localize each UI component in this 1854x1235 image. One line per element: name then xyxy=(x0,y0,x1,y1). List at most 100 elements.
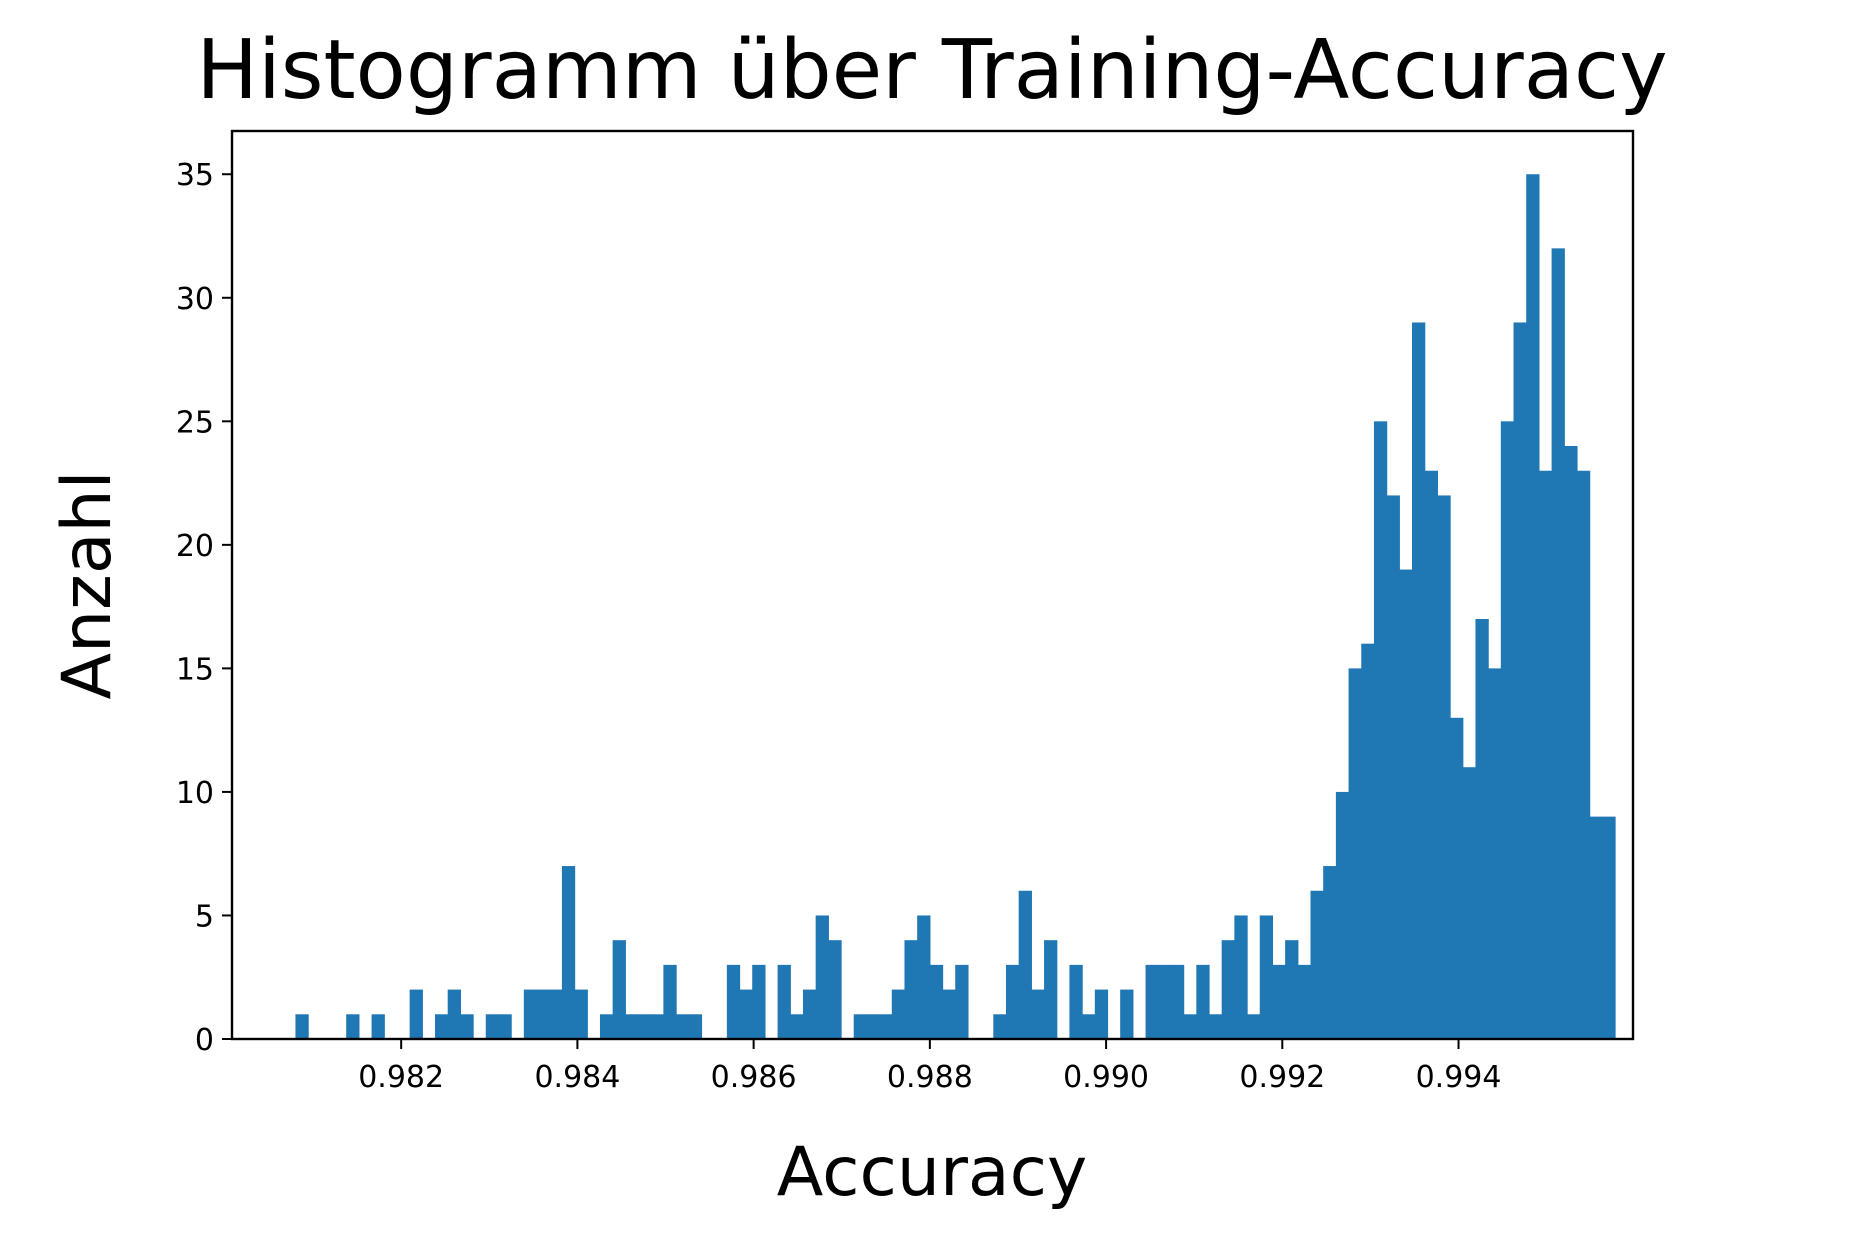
histogram-bar xyxy=(1348,668,1362,1039)
histogram-bar xyxy=(815,915,829,1039)
histogram-bar xyxy=(993,1014,1007,1039)
histogram-bar xyxy=(828,940,842,1039)
histogram-bar xyxy=(790,1014,804,1039)
histogram-bar xyxy=(460,1014,474,1039)
y-tick-label: 15 xyxy=(176,652,214,687)
histogram-bar xyxy=(650,1014,665,1039)
histogram-bar xyxy=(917,915,931,1039)
x-tick-label: 0.988 xyxy=(887,1060,973,1095)
histogram-bar xyxy=(726,964,741,1039)
x-tick-label: 0.982 xyxy=(358,1060,444,1095)
histogram-bar xyxy=(853,1014,868,1039)
histogram-bar xyxy=(688,1014,703,1039)
histogram-bar xyxy=(1373,421,1388,1039)
histogram-bar xyxy=(1310,890,1324,1039)
histogram-bar xyxy=(1335,791,1350,1039)
histogram-bar xyxy=(1526,174,1540,1039)
histogram-bar xyxy=(1500,421,1515,1039)
histogram-bar xyxy=(574,989,588,1039)
histogram-bar xyxy=(1094,989,1109,1039)
x-tick-label: 0.990 xyxy=(1063,1060,1149,1095)
histogram-bar xyxy=(536,989,550,1039)
histogram-bar xyxy=(866,1014,880,1039)
histogram-bar xyxy=(1513,322,1527,1039)
histogram-bar xyxy=(1412,322,1426,1039)
histogram-bar xyxy=(1399,569,1413,1039)
histogram-bar xyxy=(561,866,576,1039)
histogram-bar xyxy=(1120,989,1134,1039)
histogram-bar xyxy=(1208,1014,1223,1039)
histogram-bar xyxy=(676,1014,690,1039)
y-tick-label: 0 xyxy=(195,1023,214,1058)
histogram-bar xyxy=(879,1014,893,1039)
histogram-bar xyxy=(1564,446,1578,1040)
histogram-bar xyxy=(1386,495,1400,1039)
y-tick-label: 10 xyxy=(176,776,214,811)
histogram-bar xyxy=(1158,964,1172,1039)
histogram-bar xyxy=(346,1014,360,1039)
histogram-bar xyxy=(1031,989,1045,1039)
y-axis-ticks: 0 5 10 15 20 25 30 35 xyxy=(176,158,232,1058)
plot-frame xyxy=(230,129,1635,1041)
histogram-bar xyxy=(1005,964,1020,1039)
histogram-bar xyxy=(435,1014,449,1039)
histogram-bar xyxy=(1069,964,1083,1039)
histogram-bar xyxy=(1044,940,1058,1039)
histogram-bar xyxy=(1196,964,1210,1039)
histogram-bar xyxy=(739,989,753,1039)
histogram-bar xyxy=(1247,1014,1261,1039)
x-axis-ticks: 0.982 0.984 0.986 0.988 0.990 0.992 0.994 xyxy=(358,1039,1501,1095)
histogram-bar xyxy=(752,964,766,1039)
y-tick-label: 5 xyxy=(195,899,214,934)
x-axis-label: Accuracy xyxy=(777,1133,1087,1212)
histogram-bar xyxy=(1589,816,1603,1039)
histogram-bar xyxy=(1234,915,1248,1039)
histogram-bar xyxy=(1551,248,1565,1040)
histogram-bar xyxy=(498,1014,512,1039)
histogram-bar xyxy=(447,989,461,1039)
histogram-bar xyxy=(1462,767,1477,1039)
histogram-bar xyxy=(523,989,538,1039)
histogram-bar xyxy=(1145,964,1159,1039)
chart-title: Histogramm über Training-Accuracy xyxy=(196,23,1667,118)
y-tick-label: 35 xyxy=(176,158,214,193)
histogram-bar xyxy=(485,1014,500,1039)
histogram-bar xyxy=(1082,1014,1096,1039)
y-tick-label: 25 xyxy=(176,405,214,440)
histogram-bar xyxy=(1538,470,1553,1039)
histogram-bar xyxy=(1170,964,1185,1039)
histogram-bar xyxy=(1297,964,1312,1039)
histogram-bar xyxy=(777,964,791,1039)
histogram-bar xyxy=(549,989,563,1039)
histogram-bar xyxy=(929,964,944,1039)
histogram-bar xyxy=(1602,816,1616,1039)
histogram-bar xyxy=(1488,668,1502,1039)
histogram-bar xyxy=(1018,890,1032,1039)
histogram-bar xyxy=(1450,717,1464,1039)
histogram-bar xyxy=(663,964,677,1039)
histogram-bar xyxy=(295,1014,309,1039)
histogram-bar xyxy=(1285,940,1299,1039)
histogram-bar xyxy=(625,1014,639,1039)
x-tick-label: 0.992 xyxy=(1239,1060,1325,1095)
x-tick-label: 0.984 xyxy=(534,1060,620,1095)
histogram-bar xyxy=(1424,470,1438,1039)
y-tick-label: 30 xyxy=(176,282,214,317)
histogram-bars xyxy=(295,174,1616,1040)
histogram-bar xyxy=(371,1014,385,1039)
histogram-bar xyxy=(599,1014,614,1039)
histogram-bar xyxy=(1259,915,1274,1039)
histogram-bar xyxy=(409,989,423,1039)
y-axis-label: Anzahl xyxy=(48,471,127,700)
histogram-bar xyxy=(1272,964,1286,1039)
histogram-bar xyxy=(1361,643,1375,1039)
x-tick-label: 0.994 xyxy=(1416,1060,1502,1095)
histogram-bar xyxy=(955,964,969,1039)
histogram-bar xyxy=(802,989,817,1039)
histogram-bar xyxy=(638,1014,652,1039)
histogram-bar xyxy=(904,940,918,1039)
histogram-bar xyxy=(1323,866,1337,1039)
histogram-bar xyxy=(1475,618,1489,1039)
histogram-bar xyxy=(942,989,956,1039)
